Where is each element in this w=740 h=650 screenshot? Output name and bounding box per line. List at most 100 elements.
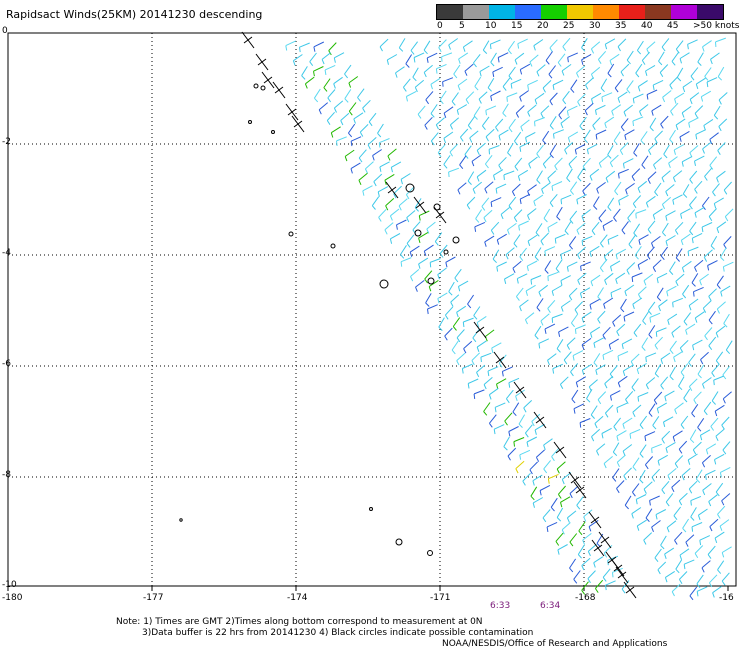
wind-barb-feather: [579, 125, 584, 131]
wind-barb: [348, 76, 359, 84]
wind-barb: [398, 198, 408, 207]
wind-barb-feather: [673, 515, 678, 521]
wind-barb: [483, 402, 491, 412]
wind-barb-feather: [689, 230, 694, 236]
wind-barb-feather: [445, 262, 448, 268]
wind-barb: [569, 210, 578, 220]
wind-barb: [313, 66, 324, 72]
wind-barb: [529, 461, 538, 471]
contamination-barb: [293, 120, 303, 128]
wind-barb-feather: [525, 290, 528, 296]
wind-barb: [714, 404, 725, 412]
wind-barb-feather: [364, 168, 369, 174]
wind-barb-feather: [483, 384, 487, 390]
wind-barb: [502, 103, 509, 114]
wind-barb: [517, 38, 528, 45]
wind-barb: [556, 507, 564, 518]
wind-barb-feather: [516, 296, 520, 301]
wind-barb-feather: [379, 166, 382, 172]
wind-barb-feather: [546, 526, 549, 532]
wind-barb: [555, 233, 566, 239]
wind-barb-feather: [694, 189, 698, 194]
wind-barb-feather: [697, 515, 701, 521]
wind-barb-feather: [680, 240, 684, 246]
x-tick-label: -171: [430, 593, 451, 603]
wind-barb-feather: [378, 217, 382, 222]
wind-barb: [693, 391, 702, 401]
wind-barb-feather: [582, 539, 586, 545]
wind-barb-feather: [547, 360, 550, 366]
wind-barb: [623, 104, 634, 113]
wind-barb: [512, 183, 521, 192]
wind-barb: [536, 449, 545, 458]
wind-barb: [674, 92, 685, 100]
wind-barb-feather: [390, 167, 393, 173]
wind-barb: [685, 323, 696, 331]
wind-barb: [467, 116, 476, 126]
wind-barb-feather: [674, 98, 677, 104]
wind-barb-feather: [717, 514, 721, 519]
wind-barb: [697, 418, 705, 428]
wind-barb-feather: [722, 398, 726, 404]
wind-barb: [691, 273, 699, 284]
wind-barb: [720, 247, 727, 258]
wind-barb: [707, 260, 718, 266]
wind-barb-feather: [485, 110, 487, 116]
wind-barb: [454, 268, 462, 279]
wind-barb: [395, 66, 405, 74]
wind-barb: [711, 391, 719, 402]
wind-barb-feather: [651, 526, 654, 532]
wind-barb: [495, 183, 507, 190]
wind-barb-feather: [622, 423, 625, 429]
wind-barb: [661, 38, 670, 48]
wind-barb-feather: [515, 395, 518, 402]
wind-barb-feather: [333, 83, 336, 89]
wind-barb: [377, 186, 389, 193]
wind-barb: [669, 366, 676, 377]
wind-barb: [639, 415, 648, 426]
wind-barb-feather: [594, 423, 598, 429]
wind-barb-feather: [566, 266, 569, 272]
wind-barb-feather: [591, 230, 596, 236]
wind-barb-feather: [604, 383, 608, 389]
wind-barb: [514, 52, 525, 61]
wind-barb-feather: [330, 132, 334, 138]
wind-barb: [645, 508, 653, 519]
wind-barb-feather: [590, 414, 595, 419]
wind-barb-feather: [661, 489, 666, 495]
wind-barb: [641, 337, 649, 348]
wind-barb: [713, 375, 725, 381]
wind-barb-feather: [414, 87, 418, 93]
wind-barb-feather: [660, 123, 664, 129]
wind-barb: [543, 438, 553, 446]
wind-barb-feather: [569, 244, 573, 250]
wind-barb-feather: [645, 357, 647, 363]
wind-barb-feather: [651, 476, 656, 482]
wind-barb-feather: [484, 241, 487, 247]
wind-barb-feather: [539, 490, 542, 496]
wind-barb: [642, 311, 650, 322]
wind-barb-feather: [583, 138, 588, 144]
wind-barb-feather: [479, 71, 482, 77]
wind-barb-feather: [506, 96, 508, 102]
wind-barb-feather: [721, 424, 725, 430]
wind-barb: [602, 219, 613, 227]
wind-barb-feather: [393, 193, 397, 199]
wind-barb-feather: [635, 499, 638, 505]
wind-barb-feather: [494, 407, 497, 413]
wind-barb: [701, 560, 711, 569]
wind-barb-feather: [481, 206, 486, 211]
wind-barb-feather: [501, 371, 504, 377]
wind-barb-feather: [558, 331, 561, 337]
wind-barb: [396, 219, 407, 226]
wind-barb-feather: [560, 280, 563, 286]
wind-barb-feather: [675, 257, 680, 262]
wind-barb: [473, 306, 481, 316]
wind-barb-feather: [720, 256, 725, 262]
wind-barb: [558, 326, 569, 333]
wind-barb: [607, 63, 615, 74]
wind-barb: [573, 570, 581, 580]
wind-barb-feather: [442, 81, 444, 87]
wind-barb: [652, 259, 662, 268]
wind-barb: [637, 180, 648, 189]
